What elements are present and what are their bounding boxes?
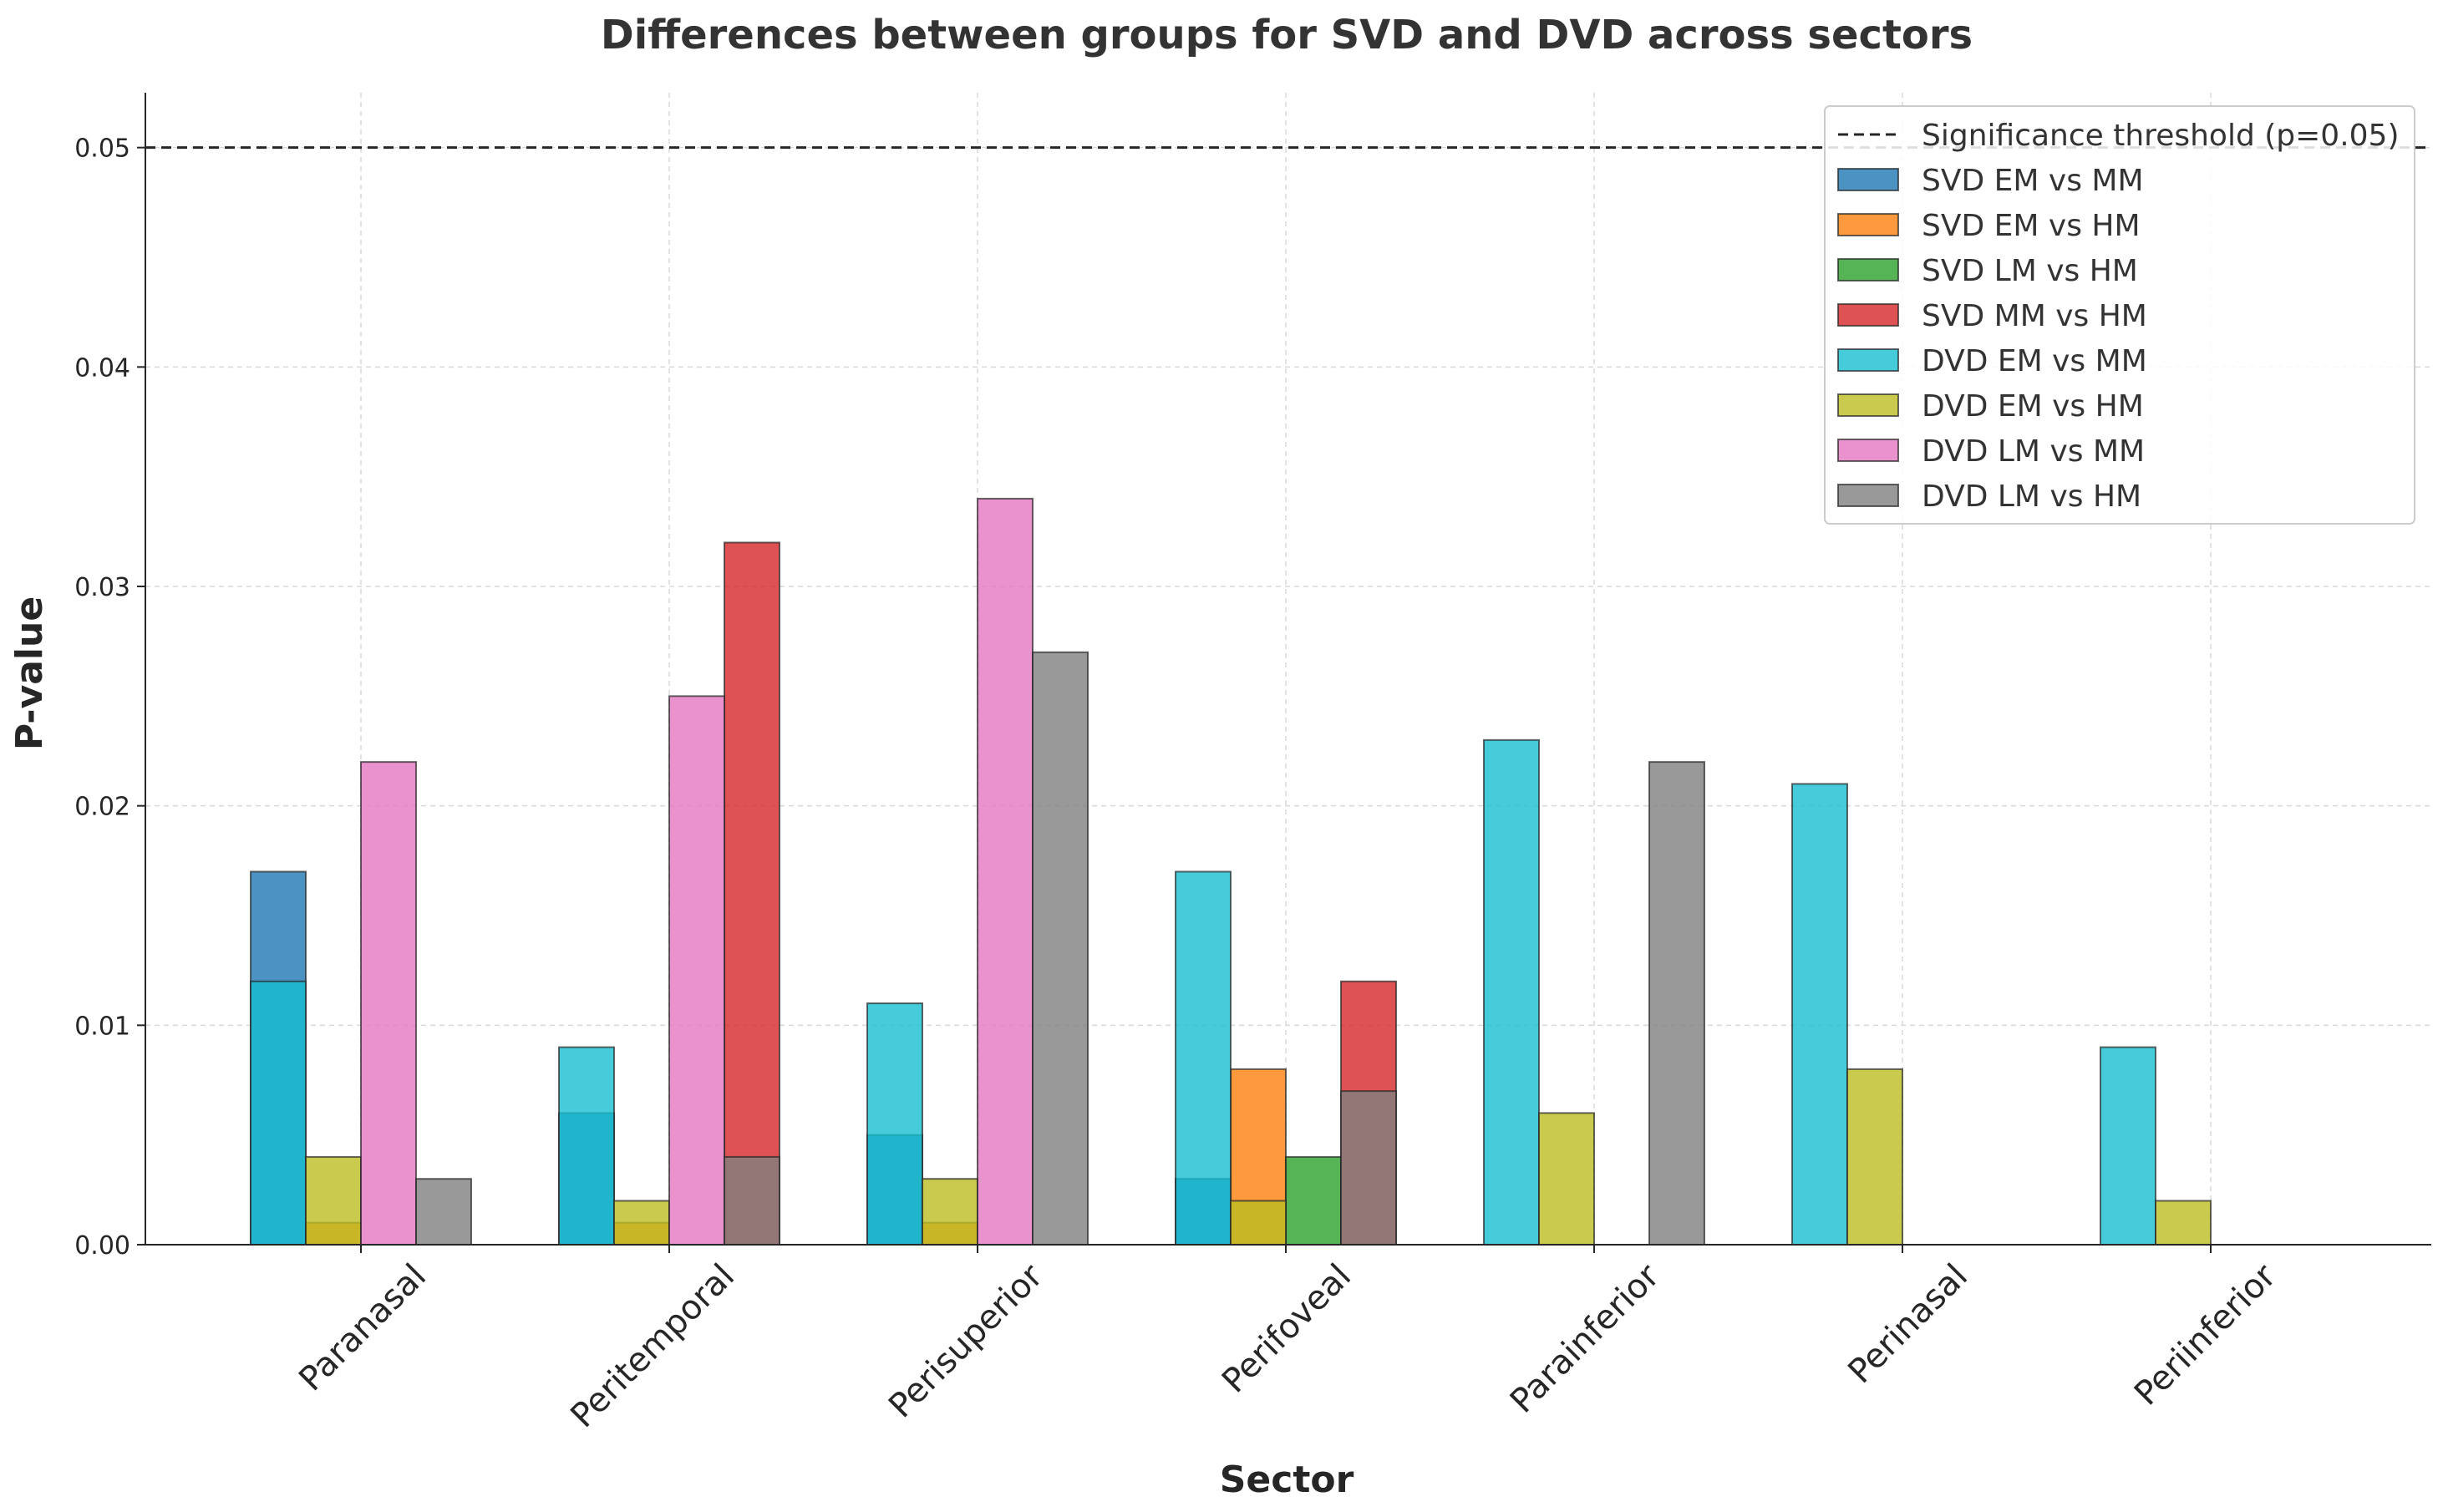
bar-7-4 xyxy=(1648,761,1705,1246)
legend-swatch-3 xyxy=(1837,303,1899,327)
legend-swatch-4 xyxy=(1837,348,1899,372)
bar-2-3 xyxy=(1285,1155,1342,1246)
legend-threshold-label: Significance threshold (p=0.05) xyxy=(1922,119,2400,153)
x-axis-label: Sector xyxy=(1220,1459,1354,1501)
legend-swatch-7 xyxy=(1837,484,1899,507)
y-tick-label: 0.02 xyxy=(74,793,130,822)
bar-5-3 xyxy=(1230,1200,1287,1246)
legend-swatch-1 xyxy=(1837,213,1899,236)
legend-label-5: DVD EM vs HM xyxy=(1922,389,2144,424)
bar-6-2 xyxy=(977,497,1034,1246)
chart-title: Differences between groups for SVD and D… xyxy=(601,12,1973,58)
legend-box xyxy=(1824,105,2415,525)
y-tick-label: 0.01 xyxy=(74,1012,130,1041)
legend-swatch-0 xyxy=(1837,168,1899,191)
bar-4-5 xyxy=(1791,783,1848,1246)
legend-swatch-5 xyxy=(1837,393,1899,417)
legend: Significance threshold (p=0.05) SVD EM vs… xyxy=(1824,105,2415,525)
bar-4-1 xyxy=(558,1046,615,1246)
bar-3-1 xyxy=(724,541,780,1246)
legend-label-6: DVD LM vs MM xyxy=(1922,434,2145,469)
x-tick-label: Peritemporal xyxy=(563,1257,742,1436)
x-tick-label: Periinferior xyxy=(2127,1256,2283,1413)
y-tick-label: 0.03 xyxy=(74,573,130,602)
bar-5-0 xyxy=(305,1155,362,1246)
x-tick-label: Perisuperior xyxy=(881,1256,1050,1425)
bar-5-1 xyxy=(613,1200,670,1246)
x-tick-label: Perifoveal xyxy=(1215,1257,1359,1401)
legend-label-1: SVD EM vs HM xyxy=(1922,209,2141,243)
bar-6-0 xyxy=(360,761,417,1246)
y-axis-label: P-value xyxy=(8,596,51,750)
bar-4-3 xyxy=(1175,870,1232,1246)
bar-7-3 xyxy=(1340,1090,1397,1246)
x-tick-label: Perinasal xyxy=(1841,1257,1975,1392)
bar-5-5 xyxy=(1846,1068,1903,1246)
legend-label-3: SVD MM vs HM xyxy=(1922,299,2147,333)
legend-label-2: SVD LM vs HM xyxy=(1922,254,2138,288)
bar-4-6 xyxy=(2100,1046,2156,1246)
y-tick-label: 0.04 xyxy=(74,353,130,383)
bar-4-0 xyxy=(250,980,307,1246)
legend-label-4: DVD EM vs MM xyxy=(1922,344,2147,378)
bar-7-2 xyxy=(1032,651,1089,1246)
bars xyxy=(250,497,2212,1246)
bar-6-1 xyxy=(668,695,725,1246)
bar-5-4 xyxy=(1538,1112,1595,1246)
legend-swatch-2 xyxy=(1837,258,1899,282)
bar-7-1 xyxy=(724,1155,780,1246)
bar-5-6 xyxy=(2155,1200,2212,1246)
bar-4-4 xyxy=(1483,738,1540,1246)
y-tick-label: 0.05 xyxy=(74,134,130,164)
legend-swatch-6 xyxy=(1837,439,1899,462)
x-tick-label: Paranasal xyxy=(292,1257,434,1399)
bar-7-0 xyxy=(415,1178,472,1246)
y-tick-label: 0.00 xyxy=(74,1231,130,1261)
bar-4-2 xyxy=(866,1002,923,1246)
legend-label-0: SVD EM vs MM xyxy=(1922,164,2144,198)
x-tick-label: Parainferior xyxy=(1503,1256,1668,1421)
bar-5-2 xyxy=(922,1178,978,1246)
legend-label-7: DVD LM vs HM xyxy=(1922,479,2141,514)
